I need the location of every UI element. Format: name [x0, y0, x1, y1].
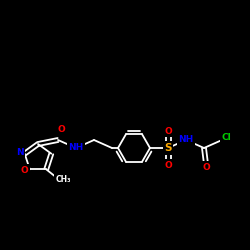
Text: NH: NH [68, 144, 84, 152]
Text: CH₃: CH₃ [56, 175, 71, 184]
Text: Cl: Cl [221, 134, 231, 142]
Text: O: O [21, 166, 29, 175]
Text: N: N [16, 148, 24, 157]
Text: S: S [164, 143, 172, 153]
Text: NH: NH [178, 136, 194, 144]
Text: O: O [57, 126, 65, 134]
Text: O: O [164, 126, 172, 136]
Text: O: O [202, 162, 210, 172]
Text: O: O [164, 160, 172, 170]
